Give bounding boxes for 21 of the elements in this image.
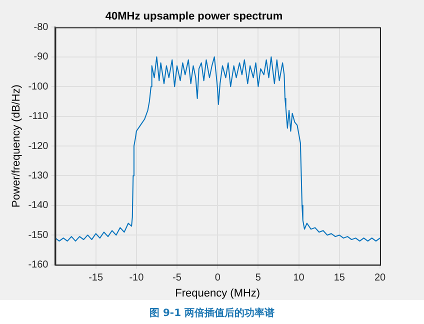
x-tick-label: 10 bbox=[293, 272, 305, 284]
x-tick-label: 5 bbox=[255, 272, 262, 284]
y-tick-label: -120 bbox=[28, 140, 49, 152]
x-tick-label: 20 bbox=[374, 272, 386, 284]
x-tick-label: -15 bbox=[88, 272, 104, 284]
chart-title: 40MHz upsample power spectrum bbox=[105, 10, 283, 23]
x-tick-label: 0 bbox=[214, 272, 221, 284]
x-tick-label: -5 bbox=[172, 272, 182, 284]
caption: 图 9-1 两倍插值后的功率谱 bbox=[148, 306, 276, 320]
y-tick-label: -140 bbox=[28, 200, 49, 212]
x-axis-title: Frequency (MHz) bbox=[175, 287, 260, 300]
y-tick-label: -100 bbox=[28, 81, 49, 92]
x-tick-label: 15 bbox=[334, 272, 346, 284]
y-tick-label: -150 bbox=[28, 230, 49, 241]
y-tick-label: -110 bbox=[28, 111, 49, 122]
x-tick-label: -10 bbox=[129, 272, 144, 284]
y-tick-label: -80 bbox=[34, 22, 49, 33]
y-tick-label: -130 bbox=[28, 170, 49, 182]
y-axis-title: Power/frequency (dB/Hz) bbox=[10, 84, 23, 208]
y-tick-label: -90 bbox=[34, 52, 49, 63]
y-tick-label: -160 bbox=[28, 260, 49, 271]
